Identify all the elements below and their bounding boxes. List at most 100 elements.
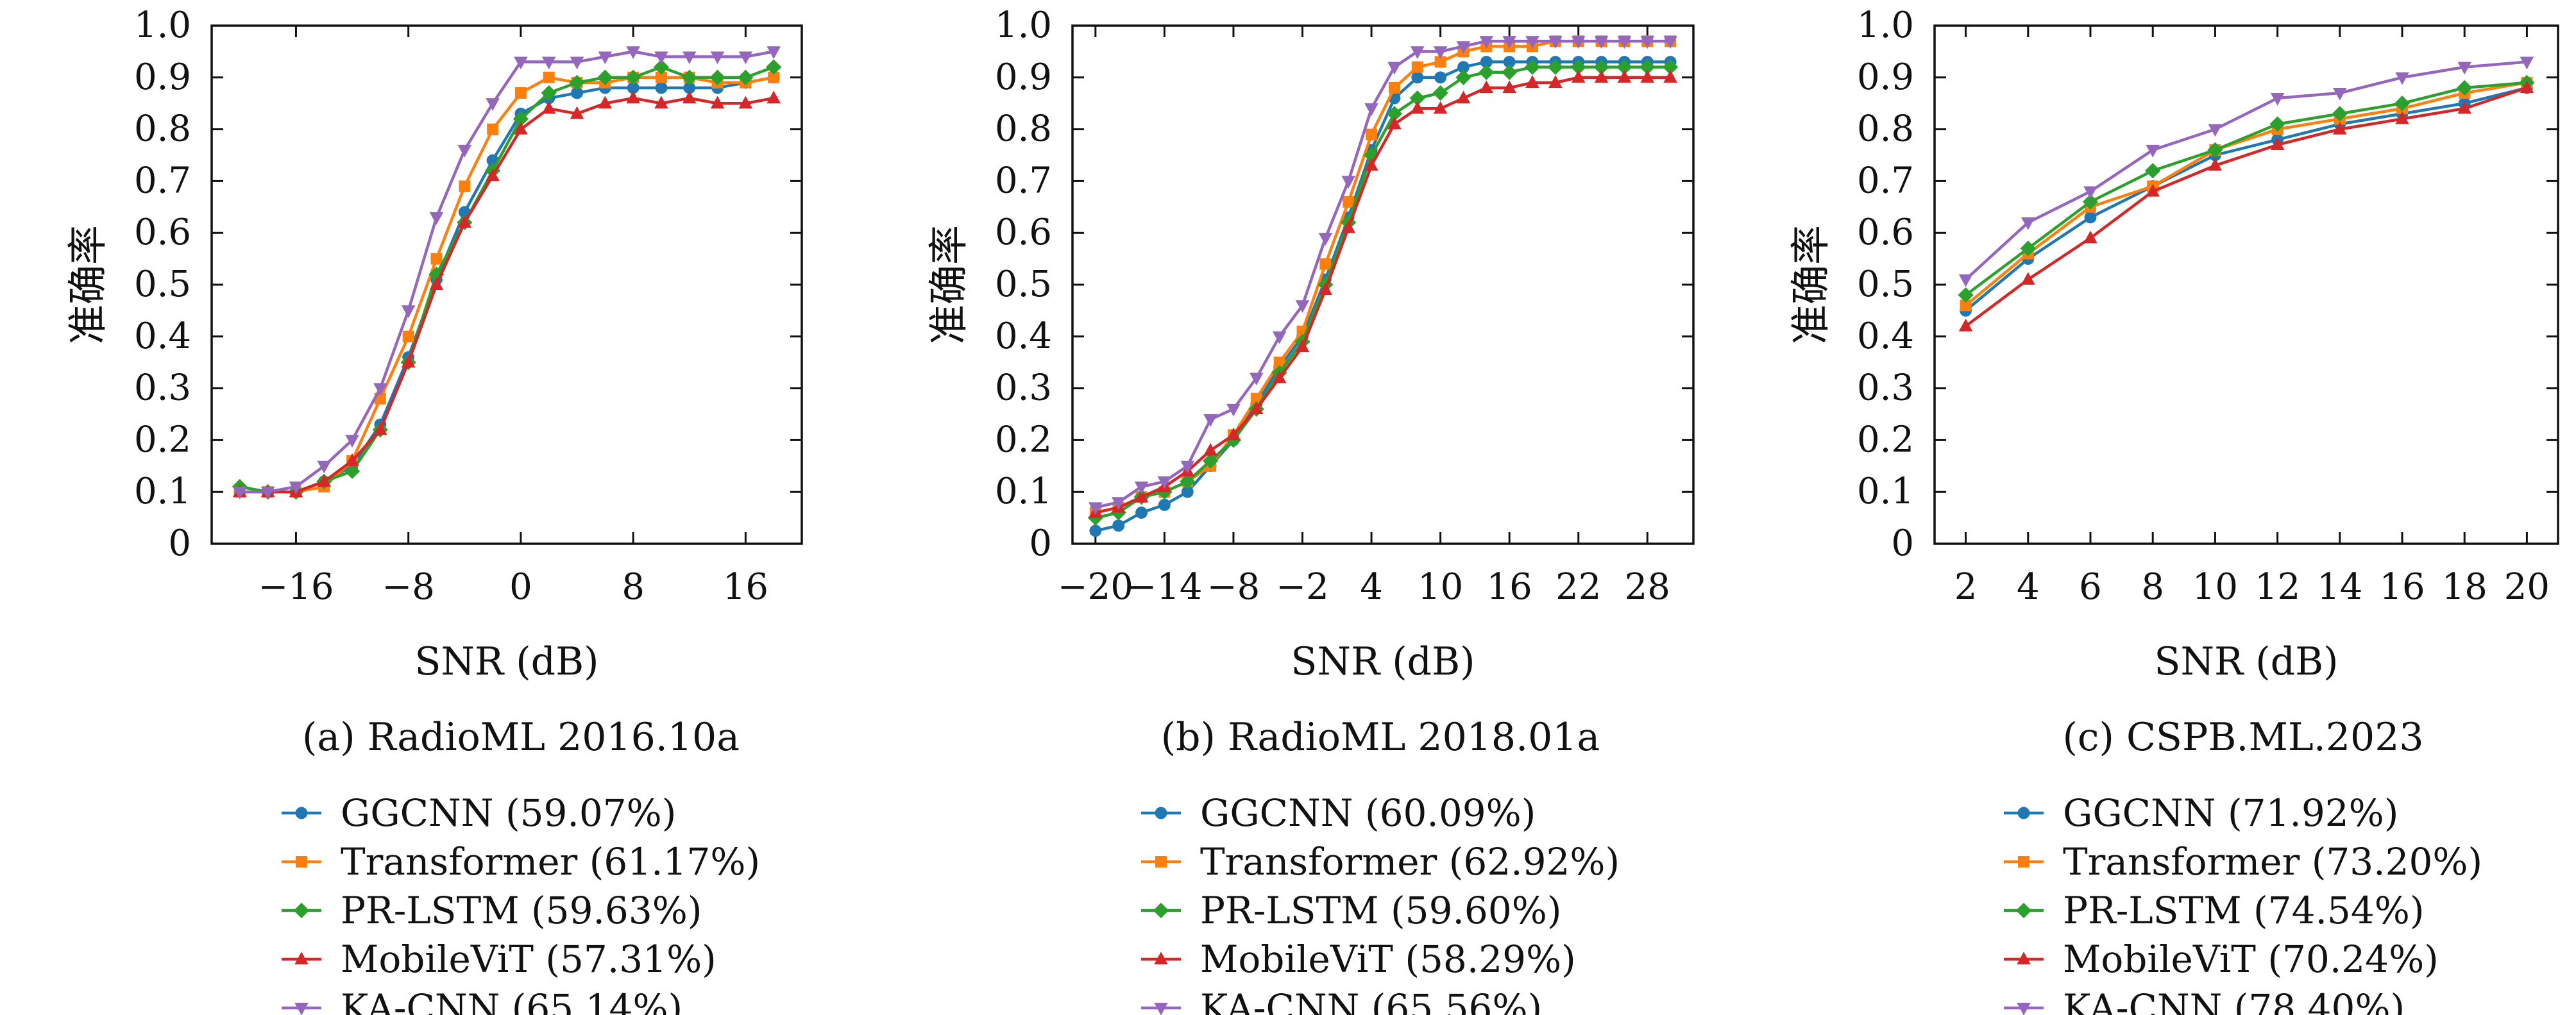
y-axis-label: 准确率: [64, 225, 111, 344]
data-point: [1089, 524, 1102, 537]
data-point: [1387, 116, 1402, 130]
data-point: [1663, 36, 1677, 49]
data-point: [1662, 59, 1679, 75]
legend-marker: [2015, 902, 2032, 919]
data-point: [767, 46, 781, 60]
data-point: [710, 96, 725, 109]
series-line: [239, 76, 774, 494]
series-ggcnn: [1960, 81, 2533, 317]
data-point: [2021, 272, 2035, 285]
x-tick-label: 8: [2141, 566, 2164, 608]
data-point: [598, 51, 613, 65]
x-tick-label: −2: [1276, 566, 1329, 608]
legend-label: Transformer (61.17%): [341, 840, 760, 884]
data-point: [1456, 41, 1471, 55]
y-tick-label: 0.8: [1857, 108, 1914, 150]
data-point: [486, 168, 500, 181]
data-point: [1617, 36, 1632, 49]
legend-marker: [2018, 856, 2029, 868]
series-ggcnn: [1089, 56, 1677, 537]
data-point: [2207, 142, 2223, 158]
data-point: [1180, 473, 1196, 490]
data-point: [1180, 460, 1195, 474]
x-tick-label: 2: [1954, 566, 1978, 608]
data-point: [2270, 93, 2285, 106]
series-line: [239, 50, 774, 494]
y-tick-label: 0.9: [134, 56, 191, 98]
data-point: [1958, 318, 1973, 331]
data-point: [233, 487, 247, 499]
legend-label: MobileViT (70.24%): [2063, 937, 2439, 981]
y-tick-label: 0: [168, 523, 191, 564]
data-point: [317, 474, 332, 487]
legend-label: KA-CNN (65.56%): [1200, 986, 1542, 1015]
series-mobilevit: [233, 90, 781, 498]
x-tick-label: 4: [1360, 566, 1383, 608]
data-point: [738, 69, 754, 85]
data-point: [1432, 85, 1448, 101]
data-point: [1571, 70, 1586, 83]
data-point: [1112, 519, 1125, 532]
series-ggcnn: [233, 71, 780, 498]
y-tick-label: 0: [1029, 523, 1052, 564]
series-line: [1965, 60, 2527, 281]
subfigure-caption: (c) CSPB.ML.2023: [2062, 715, 2423, 760]
x-tick-label: 10: [1418, 566, 1463, 608]
legend: GGCNN (71.92%) Transformer (73.20%) PR-LST…: [2004, 791, 2482, 1015]
legend-marker: [295, 807, 308, 819]
legend-marker: [294, 952, 309, 965]
data-point: [2021, 217, 2035, 230]
data-point: [1134, 482, 1149, 494]
data-point: [1158, 498, 1171, 511]
y-tick-label: 0.7: [995, 160, 1052, 201]
data-point: [1409, 90, 1425, 106]
data-point: [1295, 339, 1310, 353]
data-point: [682, 51, 697, 65]
data-point: [1960, 299, 1972, 312]
data-point: [1571, 36, 1586, 49]
data-point: [1617, 70, 1632, 83]
data-point: [1203, 442, 1217, 456]
data-point: [1272, 331, 1287, 344]
data-point: [1134, 489, 1149, 503]
legend-label: GGCNN (59.07%): [341, 791, 676, 835]
data-point: [1640, 70, 1655, 83]
data-point: [345, 453, 359, 466]
data-point: [344, 463, 360, 480]
data-point: [1202, 453, 1219, 469]
data-point: [543, 71, 555, 83]
data-point: [1480, 56, 1493, 69]
data-point: [1410, 101, 1425, 114]
data-point: [1410, 46, 1425, 60]
y-tick-label: 0.7: [1857, 160, 1914, 201]
data-point: [1570, 59, 1586, 75]
data-point: [2394, 96, 2411, 112]
data-point: [569, 74, 585, 91]
data-point: [2082, 194, 2099, 210]
data-point: [571, 87, 583, 99]
data-point: [2520, 80, 2534, 94]
data-point: [627, 81, 640, 94]
data-point: [373, 383, 387, 396]
data-point: [1616, 59, 1632, 75]
data-point: [1434, 71, 1447, 84]
data-point: [514, 121, 528, 135]
data-point: [654, 96, 668, 109]
chart-panel-2: 0 0.1 0.2 0.3 0.4 0.5 0.6 0.7 0.8 0.9 1.0 −20−14 −8−…: [925, 4, 1695, 1015]
data-point: [1640, 36, 1655, 49]
x-tick-label: 10: [2192, 566, 2238, 608]
legend-marker: [1154, 952, 1168, 965]
data-point: [345, 435, 359, 448]
y-tick-label: 0.9: [995, 56, 1052, 98]
x-axis-label: SNR (dB): [1291, 639, 1475, 684]
data-point: [1479, 64, 1495, 80]
data-point: [1502, 36, 1516, 49]
y-tick-label: 0.5: [134, 264, 191, 305]
legend-marker: [1154, 1002, 1168, 1015]
series-mobilevit: [1089, 70, 1677, 518]
legend-label: KA-CNN (65.14%): [341, 986, 682, 1015]
data-point: [373, 422, 387, 435]
data-point: [486, 98, 500, 111]
data-point: [655, 81, 668, 94]
series-mobilevit: [1958, 80, 2534, 331]
